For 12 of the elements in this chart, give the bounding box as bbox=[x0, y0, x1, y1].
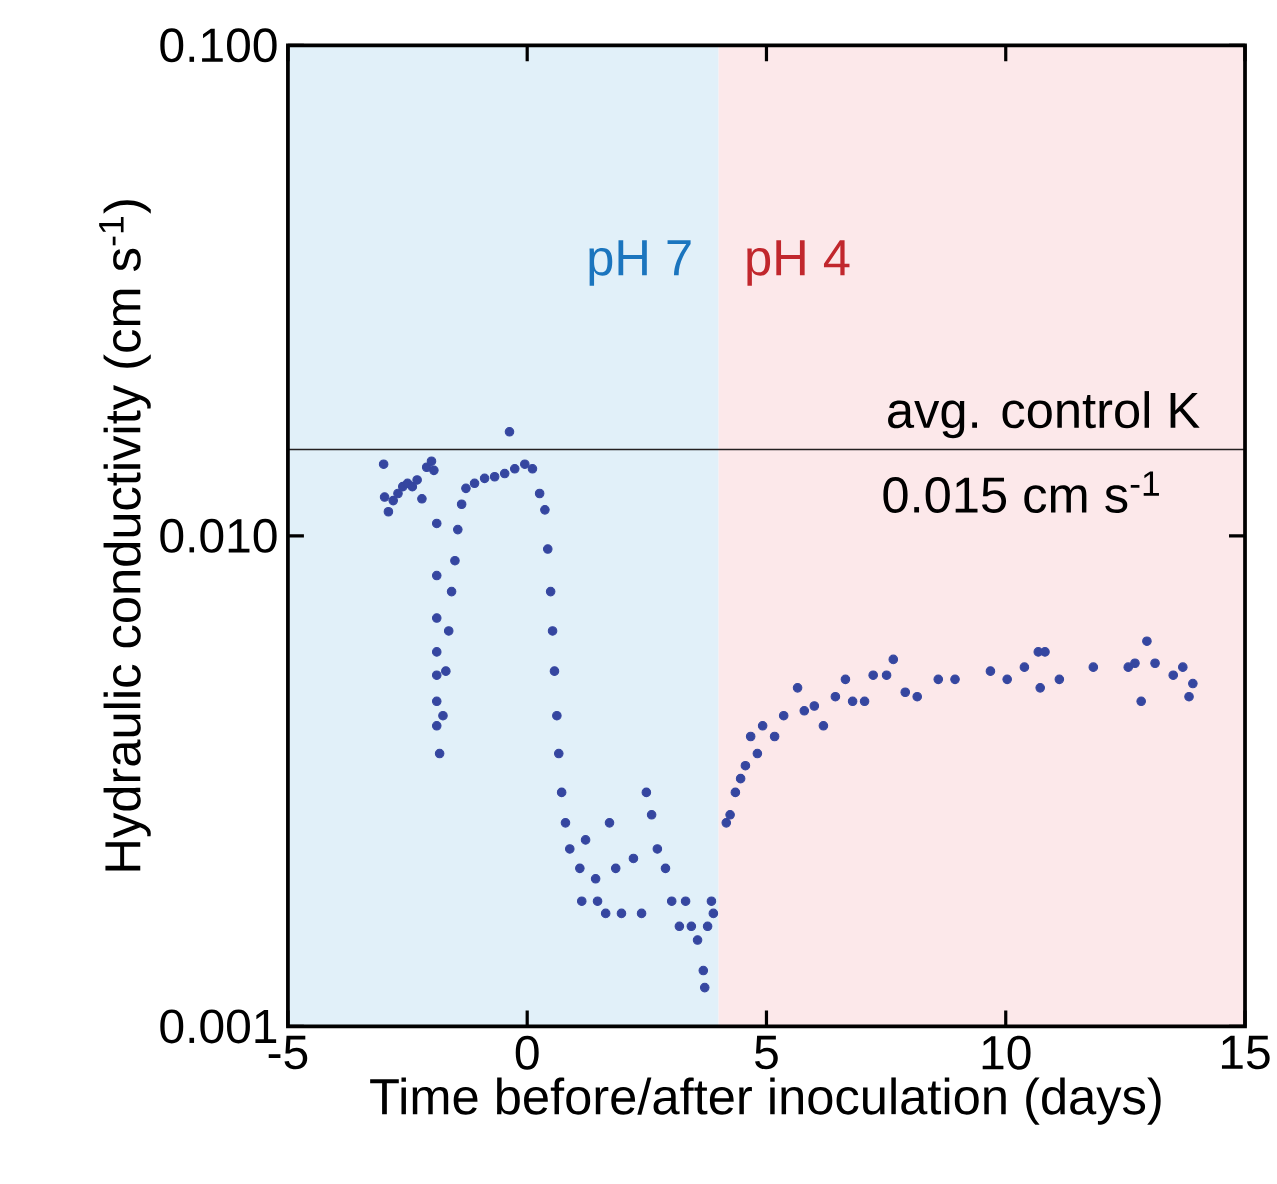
y-axis-title: Hydraulic conductivity (cm s$^{-1}$) bbox=[99, 200, 151, 871]
x-tick-label: 5 bbox=[755, 1035, 778, 1070]
x-axis-title: Time before/after inoculation (days) bbox=[370, 1077, 1161, 1125]
x-tick-label: 10 bbox=[982, 1035, 1031, 1070]
ref-line-label: avg. control K bbox=[888, 391, 1200, 439]
x-tick-label: 15 bbox=[1221, 1035, 1270, 1070]
band-label: pH 7 bbox=[589, 240, 691, 286]
y-tick-label: 0.010 bbox=[160, 519, 277, 554]
y-tick-label: 0.100 bbox=[160, 28, 277, 63]
x-tick-label: 0 bbox=[515, 1035, 539, 1070]
band-label: pH 4 bbox=[747, 240, 850, 286]
annotation: 0.015 cm s$^{-1}$ bbox=[883, 471, 1159, 514]
